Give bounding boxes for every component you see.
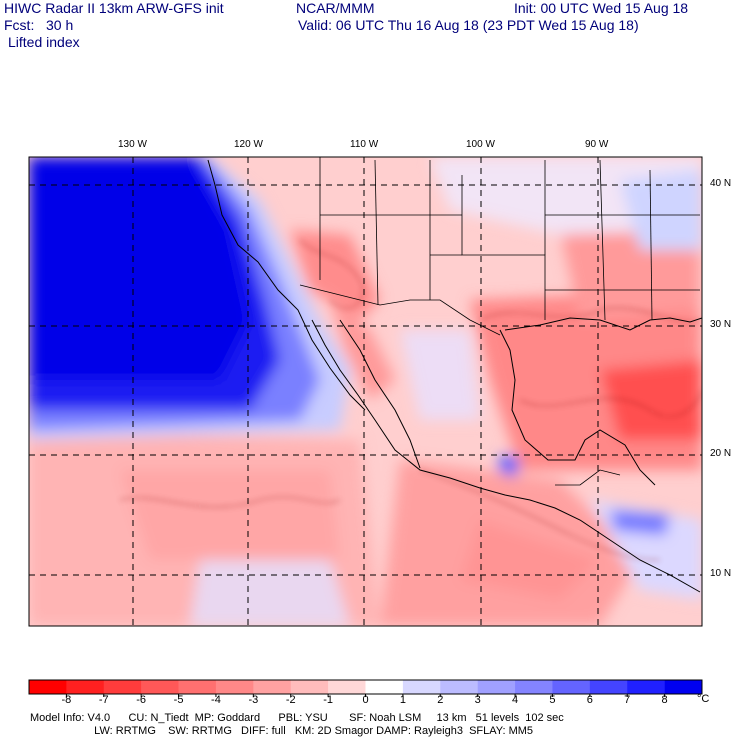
colorbar-swatch	[215, 680, 254, 694]
colorbar-tick-label: -7	[98, 694, 109, 706]
model-info-line2: LW: RRTMG SW: RRTMG DIFF: full KM: 2D Sm…	[30, 725, 534, 737]
field-name: Lifted index	[8, 34, 80, 50]
colorbar-tick-label: -1	[323, 694, 333, 706]
colorbar-swatch	[103, 680, 142, 694]
center-name: NCAR/MMM	[296, 0, 375, 16]
colorbar-swatch	[552, 680, 591, 694]
map-frame	[28, 156, 703, 627]
colorbar-tick-label: 1	[399, 694, 406, 706]
colorbar-swatch	[29, 680, 67, 694]
run-title: HIWC Radar II 13km ARW-GFS init	[4, 0, 224, 16]
colorbar-tick-label: -6	[136, 694, 147, 706]
lat-label-30n: 30 N	[710, 319, 732, 330]
colorbar-swatch	[253, 680, 292, 694]
colorbar-tick-label: 5	[549, 694, 556, 706]
lat-label-40n: 40 N	[710, 178, 732, 189]
colorbar-tick-label: 4	[511, 694, 519, 706]
colorbar-tick-label: 2	[437, 694, 444, 706]
colorbar-tick-label: 0	[362, 694, 369, 706]
lon-label-100w: 100 W	[466, 139, 495, 150]
colorbar-swatch	[440, 680, 478, 694]
colorbar-swatch	[627, 680, 665, 694]
borders	[299, 157, 700, 486]
colorbar-tick-label: 7	[624, 694, 631, 706]
colorbar-swatch	[515, 680, 553, 694]
valid-time: Valid: 06 UTC Thu 16 Aug 18 (23 PDT Wed …	[298, 17, 639, 33]
field-shading	[29, 157, 702, 626]
colorbar-tick-label: 8	[661, 694, 668, 706]
coastlines	[207, 159, 702, 593]
colorbar-tick-label: 6	[586, 694, 593, 706]
lon-label-120w: 120 W	[234, 139, 263, 150]
init-time: Init: 00 UTC Wed 15 Aug 18	[514, 0, 689, 16]
colorbar	[28, 679, 703, 697]
colorbar-swatch	[328, 680, 366, 694]
colorbar-swatch	[589, 680, 628, 694]
colorbar-swatch	[402, 680, 441, 694]
colorbar-tick-label: -3	[248, 694, 259, 706]
colorbar-tick-label: -4	[211, 694, 221, 706]
lat-label-10n: 10 N	[710, 568, 732, 579]
lon-label-130w: 130 W	[118, 139, 147, 150]
colorbar-swatch	[141, 680, 179, 694]
colorbar-tick-label: -5	[173, 694, 184, 706]
colorbar-tick-label: -2	[285, 694, 296, 706]
colorbar-unit: °C	[697, 693, 710, 705]
lon-label-90w: 90 W	[585, 139, 609, 150]
lon-label-110w: 110 W	[350, 139, 379, 150]
model-info-line1: Model Info: V4.0 CU: N_Tiedt MP: Goddard…	[30, 712, 564, 724]
lat-label-20n: 20 N	[710, 448, 732, 459]
colorbar-tick-label: 3	[474, 694, 481, 706]
colorbar-swatch	[477, 680, 516, 694]
colorbar-swatch	[664, 680, 703, 694]
colorbar-swatch	[290, 680, 329, 694]
colorbar-swatch	[66, 680, 105, 694]
colorbar-tick-label: -8	[61, 694, 72, 706]
graticule	[29, 157, 702, 626]
forecast-hour: Fcst: 30 h	[4, 17, 74, 33]
colorbar-swatch	[178, 680, 217, 694]
colorbar-swatch	[365, 680, 404, 694]
